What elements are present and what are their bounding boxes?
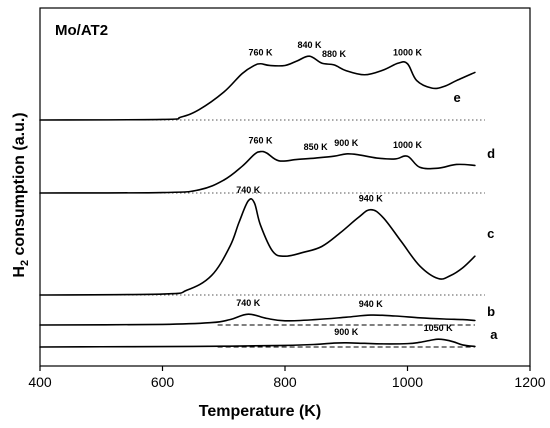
series-letters: ab c d e <box>453 90 498 342</box>
peak-label-a-1: 1050 K <box>424 323 454 333</box>
peak-label-b-0: 740 K <box>236 298 261 308</box>
baselines <box>40 119 485 348</box>
y-axis-title-rest: consumption (a.u.) <box>11 112 28 260</box>
peak-label-d-2: 900 K <box>334 138 359 148</box>
x-axis-title: Temperature (K) <box>199 403 321 420</box>
peak-label-d-1: 850 K <box>304 142 329 152</box>
x-tick-label-400: 400 <box>28 374 52 390</box>
x-axis-ticks: 400 600 800 1000 1200 <box>28 366 546 390</box>
peak-label-e-3: 1000 K <box>393 48 423 58</box>
series-letter-c: c <box>487 226 494 241</box>
x-tick-label-600: 600 <box>151 374 175 390</box>
series-curves <box>39 55 476 348</box>
chart-title: Mo/AT2 <box>55 22 108 39</box>
series-line-e <box>39 55 476 121</box>
series-letter-a: a <box>490 327 498 342</box>
peak-label-e-0: 760 K <box>248 48 273 58</box>
series-line-a <box>39 338 476 348</box>
series-line-b <box>39 313 476 326</box>
series-line-c <box>39 198 476 296</box>
series-letter-d: d <box>487 146 495 161</box>
x-tick-label-800: 800 <box>273 374 297 390</box>
peak-label-c-1: 940 K <box>359 194 384 204</box>
series-line-d <box>39 150 476 194</box>
y-axis-title-subscript: 2 <box>19 260 31 266</box>
peak-label-d-0: 760 K <box>248 136 273 146</box>
peak-label-e-1: 840 K <box>297 40 322 50</box>
x-tick-label-1200: 1200 <box>514 374 545 390</box>
peak-label-b-1: 940 K <box>359 299 384 309</box>
y-axis-title-main: H <box>11 266 28 278</box>
series-letter-b: b <box>487 304 495 319</box>
series-letter-e: e <box>453 90 460 105</box>
peak-label-d-3: 1000 K <box>393 140 423 150</box>
plot-frame <box>39 7 531 367</box>
peak-labels: 900 K 1050 K 740 K 940 K 740 K 940 K 760 K 850 … <box>236 40 453 337</box>
peak-label-a-0: 900 K <box>334 327 359 337</box>
peak-label-c-0: 740 K <box>236 185 261 195</box>
y-axis-title: H2 consumption (a.u.) <box>11 112 31 277</box>
peak-label-e-2: 880 K <box>322 49 347 59</box>
x-tick-label-1000: 1000 <box>392 374 423 390</box>
